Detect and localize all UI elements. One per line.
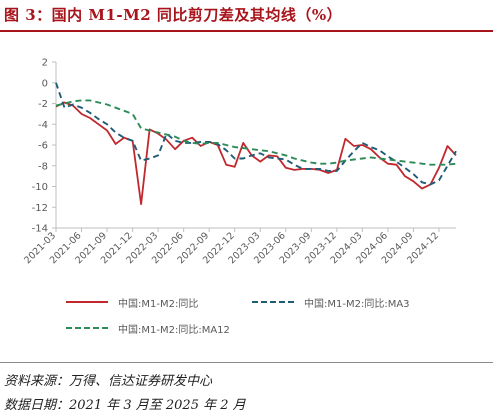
legend-label: 中国:M1-M2:同比:MA12: [118, 324, 230, 336]
figure-title: 图 3：国内 M1-M2 同比剪刀差及其均线（%）: [4, 6, 343, 24]
series-line-1: [55, 101, 457, 206]
y-tick-label: -10: [32, 182, 48, 193]
bottom-rule: [0, 362, 493, 363]
y-tick-label: -2: [38, 99, 48, 110]
legend-label: 中国:M1-M2:同比: [118, 298, 199, 310]
legend-item-1: 中国:M1-M2:同比: [66, 294, 198, 310]
series-line-2: [55, 82, 457, 186]
series-line-3: [55, 99, 457, 166]
y-tick-label: -4: [38, 120, 48, 131]
legend-swatch: [66, 301, 108, 303]
line-chart: -14-12-10-8-6-4-2022021-032021-062021-09…: [22, 58, 457, 266]
y-tick-label: -12: [32, 203, 48, 214]
y-tick-label: -14: [32, 224, 48, 235]
source-note: 资料来源：万得、信达证券研发中心: [4, 374, 213, 389]
legend-swatch: [66, 327, 108, 329]
y-tick-label: 2: [42, 58, 48, 69]
date-note: 数据日期：2021 年 3 月至 2025 年 2 月: [4, 398, 246, 413]
y-tick-label: -6: [38, 141, 48, 152]
legend-swatch: [252, 301, 294, 303]
title-rule: [0, 30, 493, 32]
y-tick-label: 0: [42, 78, 48, 89]
y-tick-label: -8: [38, 161, 48, 172]
legend-item-2: 中国:M1-M2:同比:MA3: [252, 294, 410, 310]
legend-label: 中国:M1-M2:同比:MA3: [304, 298, 410, 310]
legend-item-3: 中国:M1-M2:同比:MA12: [66, 320, 230, 336]
